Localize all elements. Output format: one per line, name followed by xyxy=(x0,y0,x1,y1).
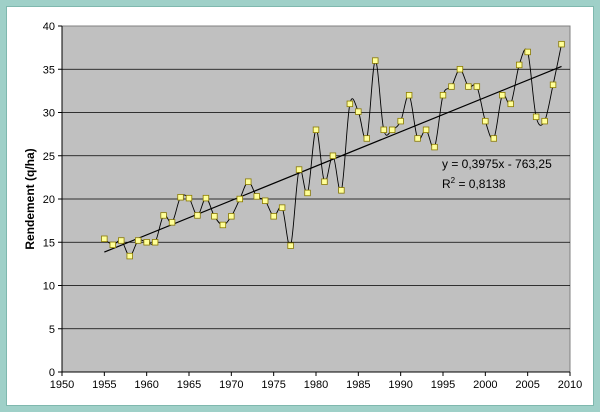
y-tick-label: 35 xyxy=(43,64,55,76)
trend-equation: y = 0,3975x - 763,25 xyxy=(442,157,552,171)
data-point xyxy=(355,108,362,115)
data-point xyxy=(346,100,354,108)
data-point xyxy=(431,143,438,151)
data-point xyxy=(160,212,167,219)
data-point xyxy=(465,83,472,90)
data-point xyxy=(236,195,243,203)
y-axis-label: Rendement (q/ha) xyxy=(23,148,37,249)
x-tick-label: 1950 xyxy=(50,379,74,391)
data-point xyxy=(507,100,514,108)
data-point xyxy=(422,126,430,133)
data-point xyxy=(270,213,277,220)
data-point xyxy=(524,48,531,56)
x-tick-label: 2010 xyxy=(558,379,582,391)
data-point xyxy=(245,178,252,185)
data-point xyxy=(118,237,125,244)
x-tick-labels: 1950 1955 1960 1965 1970 1975 1980 1985 1990 1995… xyxy=(50,372,582,391)
data-point xyxy=(380,126,387,133)
x-tick-label: 1985 xyxy=(346,379,370,391)
data-point xyxy=(278,204,286,211)
data-point xyxy=(253,193,260,200)
y-tick-label: 30 xyxy=(43,108,55,120)
x-tick-label: 1955 xyxy=(92,379,116,391)
data-point xyxy=(194,212,201,219)
data-point xyxy=(490,135,497,142)
data-point xyxy=(397,117,404,125)
data-point xyxy=(261,197,269,204)
x-tick-label: 2005 xyxy=(515,379,539,391)
data-point xyxy=(287,242,294,249)
data-point xyxy=(414,135,421,142)
data-point xyxy=(448,83,455,90)
x-tick-label: 2000 xyxy=(473,379,497,391)
data-point xyxy=(126,252,133,260)
data-point xyxy=(456,66,464,73)
data-points xyxy=(101,40,565,260)
data-point xyxy=(439,92,447,99)
data-point xyxy=(405,92,413,99)
x-tick-label: 1995 xyxy=(431,379,455,391)
r-squared-value: = 0,8138 xyxy=(455,177,506,191)
x-tick-label: 1980 xyxy=(304,379,328,391)
data-point xyxy=(101,235,108,242)
x-tick-label: 1975 xyxy=(261,379,285,391)
data-point xyxy=(482,117,489,125)
data-point xyxy=(558,40,565,48)
r-squared-label: R2 = 0,8138 xyxy=(442,176,506,191)
data-point xyxy=(532,113,540,121)
data-point xyxy=(228,213,235,220)
y-tick-label: 10 xyxy=(43,281,55,293)
trend-line xyxy=(104,65,562,253)
y-tick-label: 20 xyxy=(43,194,55,206)
y-tick-label: 40 xyxy=(43,21,55,33)
x-tick-label: 1965 xyxy=(177,379,201,391)
data-point xyxy=(134,237,142,244)
x-tick-label: 1960 xyxy=(134,379,158,391)
gridlines xyxy=(62,68,570,330)
data-point xyxy=(321,178,328,185)
y-tick-label: 25 xyxy=(43,151,55,163)
data-point xyxy=(541,117,548,125)
x-tick-label: 1970 xyxy=(219,379,243,391)
data-point xyxy=(363,135,370,142)
data-point xyxy=(143,239,150,246)
data-point xyxy=(151,239,159,246)
y-tick-label: 0 xyxy=(49,367,55,379)
data-point xyxy=(202,194,210,202)
y-tick-labels: 0 5 10 15 20 25 30 35 40 xyxy=(43,21,62,379)
data-point xyxy=(499,92,506,99)
data-point xyxy=(372,57,379,64)
y-tick-label: 5 xyxy=(49,324,55,336)
y-tick-label: 15 xyxy=(43,237,55,249)
x-tick-label: 1990 xyxy=(388,379,412,391)
data-point xyxy=(109,241,116,249)
data-point xyxy=(312,126,320,133)
data-point xyxy=(185,194,193,202)
data-point xyxy=(219,221,227,229)
data-point xyxy=(177,194,184,201)
data-point xyxy=(295,166,303,173)
data-point xyxy=(516,61,523,69)
data-point xyxy=(168,219,176,226)
data-point xyxy=(549,81,557,89)
data-point xyxy=(304,189,311,197)
data-point xyxy=(473,83,481,90)
data-point xyxy=(329,152,337,159)
r-squared-sup: 2 xyxy=(451,176,456,185)
r-squared-r: R xyxy=(442,177,451,191)
data-point xyxy=(338,187,345,194)
data-point xyxy=(388,126,396,133)
data-point xyxy=(211,213,218,220)
